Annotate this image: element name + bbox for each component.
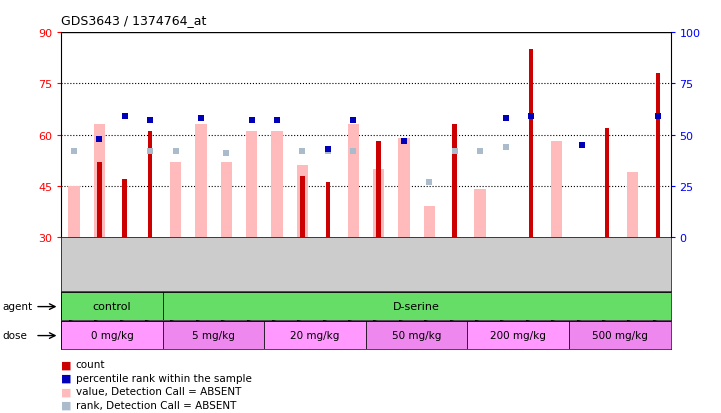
- Text: 20 mg/kg: 20 mg/kg: [291, 330, 340, 340]
- Bar: [366, 321, 467, 349]
- Text: value, Detection Call = ABSENT: value, Detection Call = ABSENT: [76, 387, 241, 396]
- Text: 200 mg/kg: 200 mg/kg: [490, 330, 546, 340]
- Text: ■: ■: [61, 387, 72, 396]
- Bar: [271, 132, 283, 237]
- Bar: [221, 163, 232, 237]
- Bar: [467, 321, 569, 349]
- Bar: [68, 186, 80, 237]
- Bar: [94, 125, 105, 237]
- Bar: [453, 125, 457, 237]
- Bar: [551, 142, 562, 237]
- Bar: [61, 292, 163, 320]
- Bar: [297, 166, 308, 237]
- Text: D-serine: D-serine: [393, 301, 440, 311]
- Bar: [246, 132, 257, 237]
- Text: 50 mg/kg: 50 mg/kg: [392, 330, 441, 340]
- Bar: [170, 163, 181, 237]
- Text: control: control: [93, 301, 131, 311]
- Text: agent: agent: [2, 301, 32, 311]
- Bar: [655, 74, 660, 237]
- Bar: [163, 321, 265, 349]
- Text: 500 mg/kg: 500 mg/kg: [592, 330, 647, 340]
- Bar: [97, 163, 102, 237]
- Text: percentile rank within the sample: percentile rank within the sample: [76, 373, 252, 383]
- Bar: [123, 180, 127, 237]
- Bar: [163, 292, 671, 320]
- Bar: [474, 190, 486, 237]
- Bar: [605, 128, 609, 237]
- Bar: [148, 132, 152, 237]
- Bar: [424, 207, 435, 237]
- Bar: [265, 321, 366, 349]
- Text: ■: ■: [61, 373, 72, 383]
- Bar: [61, 321, 163, 349]
- Text: count: count: [76, 359, 105, 369]
- Bar: [627, 173, 638, 237]
- Bar: [376, 142, 381, 237]
- Text: dose: dose: [2, 330, 27, 340]
- Text: 5 mg/kg: 5 mg/kg: [193, 330, 235, 340]
- Bar: [300, 176, 305, 237]
- Text: GDS3643 / 1374764_at: GDS3643 / 1374764_at: [61, 14, 207, 27]
- Bar: [398, 139, 410, 237]
- Bar: [195, 125, 207, 237]
- Bar: [348, 125, 359, 237]
- Bar: [528, 50, 534, 237]
- Text: rank, Detection Call = ABSENT: rank, Detection Call = ABSENT: [76, 400, 236, 410]
- Bar: [373, 169, 384, 237]
- Text: ■: ■: [61, 400, 72, 410]
- Text: 0 mg/kg: 0 mg/kg: [91, 330, 133, 340]
- Text: ■: ■: [61, 359, 72, 369]
- Bar: [326, 183, 330, 237]
- Bar: [569, 321, 671, 349]
